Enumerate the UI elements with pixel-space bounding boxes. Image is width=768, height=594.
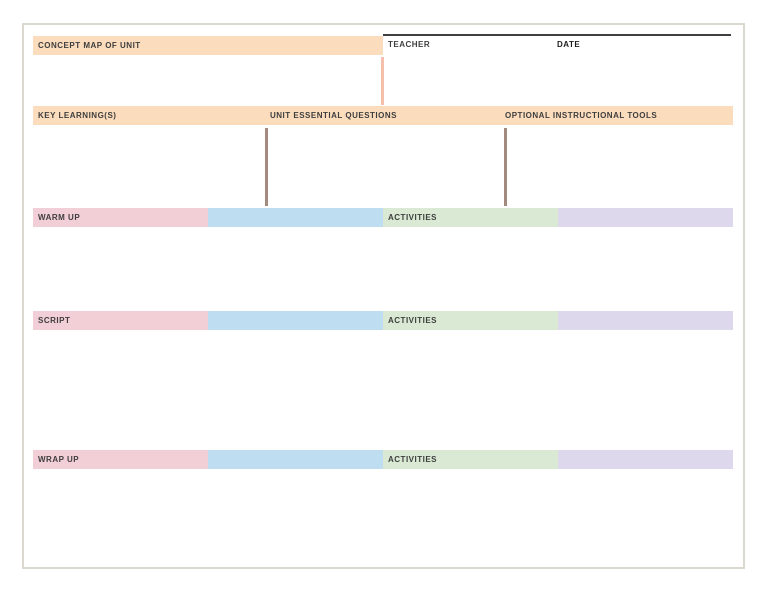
wrap-up-header-cell: WRAP UP	[33, 450, 208, 469]
key-learnings-input-area[interactable]	[33, 128, 733, 206]
optional-instructional-tools-label: OPTIONAL INSTRUCTIONAL TOOLS	[505, 111, 658, 120]
script-input-area[interactable]	[33, 332, 733, 448]
script-header-cell: SCRIPT	[33, 311, 208, 330]
teacher-date-header: TEACHER DATE	[383, 34, 731, 55]
warm-up-activities-label: ACTIVITIES	[388, 213, 438, 222]
script-activities-cell: ACTIVITIES	[383, 311, 558, 330]
connector-line-questions	[265, 128, 268, 206]
wrap-up-activities-cell: ACTIVITIES	[383, 450, 558, 469]
warm-up-purple-cell	[558, 208, 733, 227]
unit-essential-questions-label: UNIT ESSENTIAL QUESTIONS	[270, 111, 397, 120]
warm-up-activities-cell: ACTIVITIES	[383, 208, 558, 227]
section-row-wrap-up: WRAP UP ACTIVITIES	[33, 450, 733, 469]
concept-map-title-bar: CONCEPT MAP OF UNIT	[33, 36, 383, 55]
date-label: DATE	[557, 40, 581, 49]
script-activities-label: ACTIVITIES	[388, 316, 438, 325]
concept-map-input-area[interactable]	[33, 57, 383, 105]
warm-up-input-area[interactable]	[33, 229, 733, 309]
section-row-script: SCRIPT ACTIVITIES	[33, 311, 733, 330]
section-row-warm-up: WARM UP ACTIVITIES	[33, 208, 733, 227]
warm-up-blue-cell	[208, 208, 383, 227]
script-blue-cell	[208, 311, 383, 330]
key-learnings-label: KEY LEARNING(S)	[38, 111, 117, 120]
wrap-up-input-area[interactable]	[33, 470, 733, 566]
wrap-up-blue-cell	[208, 450, 383, 469]
wrap-up-activities-label: ACTIVITIES	[388, 455, 438, 464]
wrap-up-label: WRAP UP	[38, 455, 80, 464]
script-label: SCRIPT	[38, 316, 71, 325]
teacher-input-field[interactable]	[383, 57, 553, 105]
key-learnings-bar: KEY LEARNING(S) UNIT ESSENTIAL QUESTIONS…	[33, 106, 733, 125]
connector-line-tools	[504, 128, 507, 206]
teacher-label: TEACHER	[388, 40, 431, 49]
date-input-field[interactable]	[557, 57, 731, 105]
script-purple-cell	[558, 311, 733, 330]
concept-map-title-label: CONCEPT MAP OF UNIT	[38, 41, 141, 50]
warm-up-header-cell: WARM UP	[33, 208, 208, 227]
connector-line-salmon	[381, 57, 384, 105]
warm-up-label: WARM UP	[38, 213, 81, 222]
wrap-up-purple-cell	[558, 450, 733, 469]
